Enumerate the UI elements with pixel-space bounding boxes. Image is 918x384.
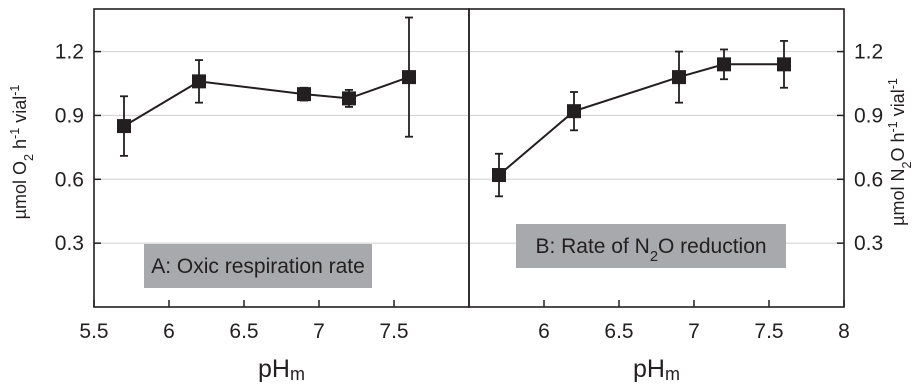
x-axis-title: pHm <box>633 355 680 384</box>
x-tick-label: 7.5 <box>754 320 783 343</box>
panel-a: A: Oxic respiration rate 5.5 6 6.5 7 7.5 0.3 0.… <box>8 8 470 384</box>
x-tick-label: 6 <box>538 320 550 343</box>
data-point <box>672 70 686 85</box>
y-tick-label: 0.9 <box>854 104 883 127</box>
x-tick-label: 7 <box>688 320 700 343</box>
y-axis-title: µmol O2 h-1 vial-1 <box>8 85 36 220</box>
data-point <box>342 91 356 106</box>
data-point <box>777 57 791 72</box>
panel-label-text: A: Oxic respiration rate <box>151 255 365 278</box>
y-tick-label: 0.6 <box>55 168 84 191</box>
data-point <box>192 74 206 89</box>
data-point <box>402 70 416 85</box>
panel-label-box <box>144 244 372 288</box>
y-tick-label: 0.6 <box>854 168 883 191</box>
x-tick-label: 6.5 <box>229 320 258 343</box>
series-line <box>123 76 410 127</box>
series-line <box>498 63 784 176</box>
panel-b: B: Rate of N2O reduction 6 6.5 7 7.5 8 0.3 0.6 0… <box>468 8 914 384</box>
y-tick-label: 0.9 <box>55 104 84 127</box>
panel-frame <box>468 8 845 308</box>
data-point <box>717 57 731 72</box>
x-tick-label: 7 <box>313 320 325 343</box>
x-tick-label: 7.5 <box>379 320 408 343</box>
y-axis-title: µmol N2O h-1 vial-1 <box>886 78 914 226</box>
y-tick-label: 0.3 <box>55 232 84 255</box>
panel-label-text: B: Rate of N2O reduction <box>535 235 766 265</box>
y-tick-label: 1.2 <box>55 41 84 64</box>
data-point <box>492 168 506 183</box>
x-tick-label: 8 <box>838 320 850 343</box>
panel-label-box <box>516 224 786 268</box>
x-tick-label: 6.5 <box>604 320 633 343</box>
x-tick-label: 6 <box>163 320 175 343</box>
data-point <box>117 119 131 134</box>
data-point <box>567 104 581 119</box>
y-tick-label: 0.3 <box>854 232 883 255</box>
y-tick-label: 1.2 <box>854 41 883 64</box>
x-tick-label: 5.5 <box>79 320 108 343</box>
x-axis-title: pHm <box>258 355 305 384</box>
data-point <box>297 87 311 102</box>
